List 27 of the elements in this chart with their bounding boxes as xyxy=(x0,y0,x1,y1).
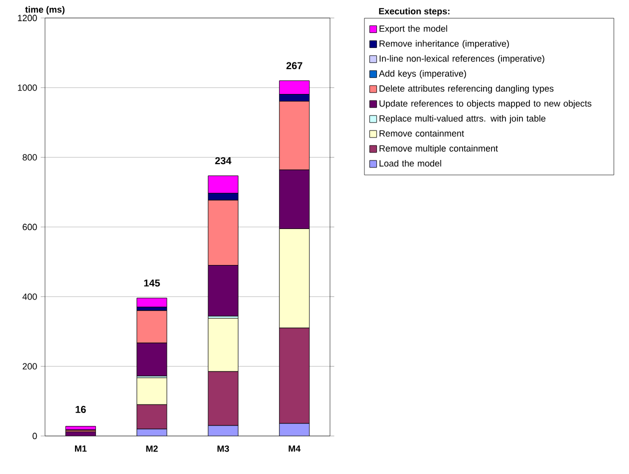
legend-label: In-line non-lexical references (imperative) xyxy=(380,55,544,64)
legend-title: Execution steps: xyxy=(379,8,450,16)
x-tick-label: M4 xyxy=(288,446,301,452)
legend-label: Export the model xyxy=(380,25,448,34)
legend-label: Add keys (imperative) xyxy=(378,70,466,78)
x-tick-label: M1 xyxy=(75,446,87,452)
y-tick-label: 800 xyxy=(22,154,37,160)
annotation: 234 xyxy=(215,157,232,164)
legend-label: Load the model xyxy=(380,160,442,167)
x-tick-label: M2 xyxy=(146,446,158,452)
x-tick-label: M3 xyxy=(217,446,230,452)
annotation: 16 xyxy=(76,406,86,413)
legend-label: Remove multiple containment xyxy=(380,144,498,154)
annotation: 145 xyxy=(144,280,160,287)
legend-label: Remove containment xyxy=(380,130,464,137)
legend-label: Update references to objects mapped to new objects xyxy=(380,100,592,108)
y-tick-label: 1000 xyxy=(18,84,37,91)
y-tick-label: 1200 xyxy=(18,14,37,22)
annotation: 267 xyxy=(286,62,302,70)
y-tick-label: 200 xyxy=(22,363,37,370)
legend-label: Replace multi-valued attrs. with join table xyxy=(380,115,546,124)
legend-label: Remove inheritance (imperative) xyxy=(380,40,509,49)
y-axis-title: time (ms) xyxy=(25,6,64,14)
y-tick-label: 400 xyxy=(22,293,37,300)
legend-label: Delete attributes referencing dangling types xyxy=(380,85,554,94)
y-tick-label: 600 xyxy=(22,224,37,230)
y-tick-label: 0 xyxy=(32,432,37,440)
